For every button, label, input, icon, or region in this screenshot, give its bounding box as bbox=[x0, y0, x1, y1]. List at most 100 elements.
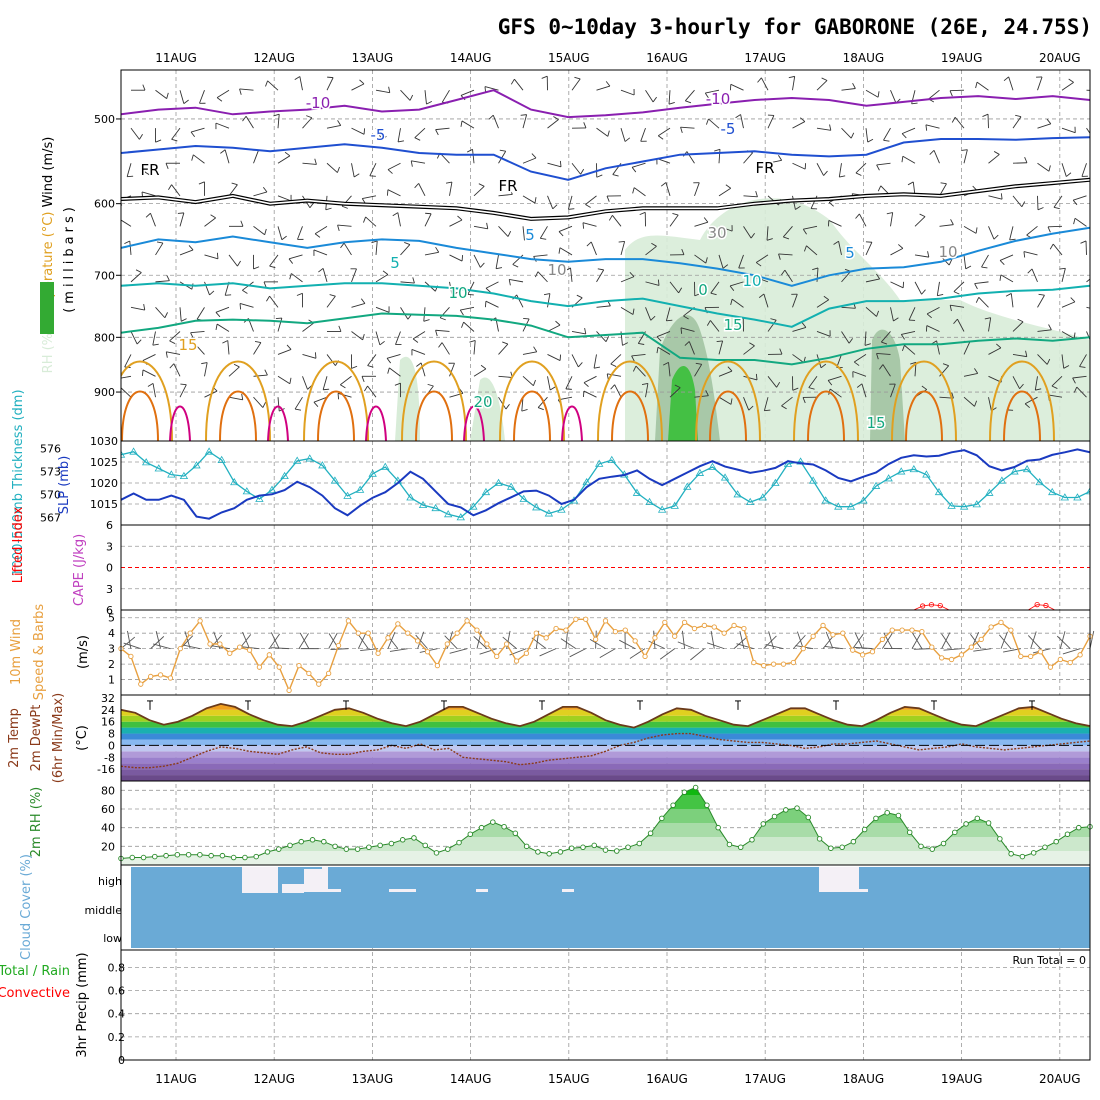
wind-barb bbox=[522, 195, 536, 204]
wind-barb-flag bbox=[803, 245, 807, 252]
wind-barb-10m bbox=[184, 631, 191, 649]
wind-barb bbox=[277, 375, 291, 385]
thickness-point bbox=[771, 478, 780, 486]
wind-barb bbox=[1061, 331, 1075, 339]
rh-point bbox=[377, 842, 383, 849]
wind-barb-flag bbox=[524, 237, 531, 241]
wind-barb-10m bbox=[539, 648, 557, 657]
cape-axis-label: CAPE (J/kg) bbox=[72, 534, 87, 606]
thickness-point bbox=[305, 454, 314, 462]
wind-barb-flag bbox=[929, 150, 935, 155]
wind-barb bbox=[669, 214, 679, 227]
wind-speed-point bbox=[128, 653, 134, 660]
temp-tick-label: -16 bbox=[97, 763, 115, 776]
date-label-top: 17AUG bbox=[744, 51, 786, 65]
thickness-point bbox=[985, 488, 994, 496]
wind-barb-10m bbox=[241, 646, 260, 650]
wind-barb-10m bbox=[473, 636, 488, 649]
rh-point bbox=[918, 843, 924, 850]
warm-contour-lobe bbox=[415, 390, 453, 441]
temperature-mask bbox=[121, 695, 1090, 728]
thickness-point bbox=[884, 474, 893, 482]
wind-speed-point bbox=[494, 653, 500, 660]
wind-barb-10m bbox=[531, 637, 547, 649]
wind-barb bbox=[710, 320, 720, 332]
wind-barb bbox=[981, 254, 989, 268]
wind-barb bbox=[194, 343, 205, 355]
wind-barb bbox=[322, 268, 328, 282]
wind-barb bbox=[121, 387, 132, 398]
pressure-tick-label: 500 bbox=[94, 113, 115, 126]
wind-barb bbox=[228, 184, 238, 197]
wind-speed-point bbox=[167, 675, 174, 681]
wind-barb-10m bbox=[911, 632, 922, 649]
thickness-point bbox=[1022, 464, 1032, 473]
wind-barb-10m bbox=[565, 630, 568, 649]
warm-contour-lobe bbox=[121, 390, 159, 441]
wind-barb bbox=[245, 116, 254, 129]
wind-barb-flag bbox=[638, 343, 645, 345]
wind-barb-flag bbox=[552, 204, 558, 210]
wind-barb bbox=[1037, 354, 1048, 365]
wind-barb-flag bbox=[999, 260, 1005, 266]
wind-barb bbox=[816, 163, 824, 176]
wind-barb-flag bbox=[1072, 199, 1078, 206]
hot-contour-lobe bbox=[463, 405, 485, 441]
wind-barb-flag bbox=[981, 266, 988, 269]
wind-barb bbox=[179, 249, 194, 256]
wind-barb-10m bbox=[330, 648, 349, 651]
wind-barb bbox=[890, 383, 896, 398]
thickness-point bbox=[733, 490, 742, 498]
wind-barb bbox=[460, 89, 475, 96]
rh-point bbox=[839, 844, 845, 851]
wind-barb bbox=[963, 149, 968, 164]
warm-contour-lobe bbox=[891, 360, 957, 441]
wind-barb-flag bbox=[220, 149, 226, 154]
wind-barb-flag bbox=[1003, 76, 1009, 82]
rh-point bbox=[366, 844, 372, 851]
wind-barb bbox=[420, 362, 426, 377]
rh-point bbox=[952, 829, 958, 836]
wind-barb-flag bbox=[1021, 201, 1026, 207]
wind-barb bbox=[596, 305, 611, 308]
wind-speed-point bbox=[148, 673, 154, 680]
wind-barb-flag bbox=[1048, 324, 1052, 330]
wind-barb bbox=[883, 127, 891, 141]
wind-barb bbox=[792, 121, 806, 129]
wind-barb bbox=[522, 114, 528, 129]
wind-barb bbox=[441, 342, 450, 355]
wind-barb bbox=[620, 89, 635, 96]
wind-barb bbox=[411, 160, 426, 164]
wind-barb-flag bbox=[532, 379, 536, 386]
cloud-gap bbox=[328, 889, 341, 892]
wind-speed-point bbox=[138, 681, 144, 687]
date-label-bottom: 17AUG bbox=[744, 1072, 786, 1086]
wind-barb-flag bbox=[705, 390, 709, 396]
wind-barb bbox=[570, 267, 573, 282]
temperature-band bbox=[121, 721, 1090, 728]
rh-point bbox=[321, 838, 327, 845]
wind-barb-flag bbox=[534, 197, 537, 204]
wind-barb-flag bbox=[414, 183, 419, 189]
wind-barb-flag bbox=[164, 312, 168, 318]
rh-point bbox=[974, 815, 981, 822]
wind-barb bbox=[142, 369, 156, 377]
wind-barb-flag bbox=[683, 315, 689, 320]
temperature-band bbox=[121, 763, 1090, 770]
wind-barb-flag bbox=[610, 384, 615, 390]
wind-barb-flag bbox=[808, 387, 815, 390]
wind-barb-10m bbox=[298, 633, 309, 649]
thickness-tick-label: 576 bbox=[40, 443, 61, 456]
cloud-cover-fill bbox=[131, 867, 1090, 948]
wind-speed-point bbox=[909, 627, 915, 633]
wind-barb bbox=[838, 241, 842, 256]
wind-barb-flag bbox=[314, 233, 321, 238]
wind-barb-flag bbox=[237, 260, 241, 267]
wind-barb bbox=[365, 216, 377, 227]
rh-point bbox=[1053, 838, 1059, 845]
thickness-point bbox=[557, 505, 566, 513]
cloud-gap bbox=[282, 884, 304, 893]
wind-barb-flag bbox=[210, 214, 216, 219]
rh-point bbox=[884, 809, 890, 816]
